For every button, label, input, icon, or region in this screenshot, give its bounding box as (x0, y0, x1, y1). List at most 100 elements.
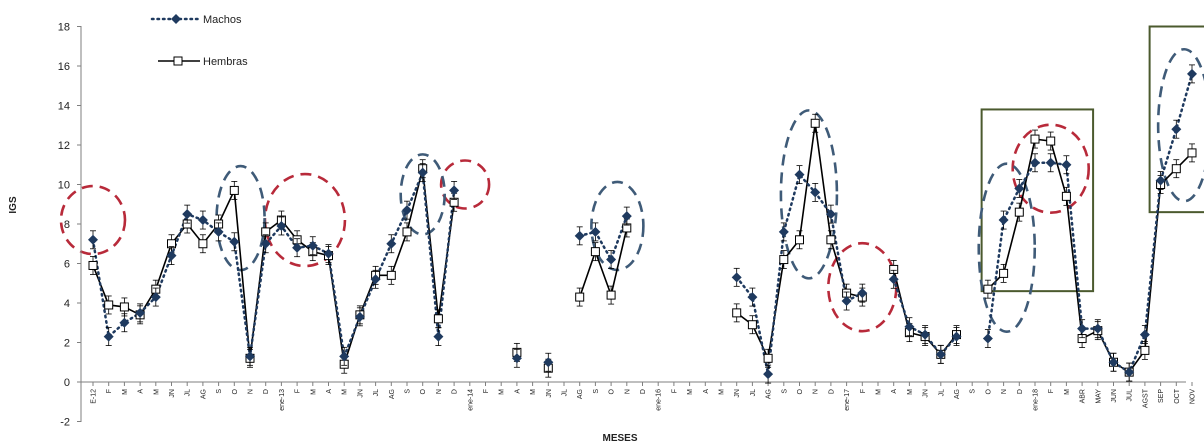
hembras-point (747, 320, 757, 330)
hembras-point (1014, 207, 1024, 217)
machos-point (449, 185, 460, 196)
hembras-point (119, 302, 129, 312)
x-tick-label: M (153, 389, 160, 395)
legend-hembras-label: Hembras (203, 56, 248, 68)
red-dashed-ellipse (59, 184, 127, 256)
machos-point (197, 215, 208, 226)
machos-point (1014, 183, 1025, 194)
legend-hembras-marker (173, 56, 183, 66)
machos-point (1124, 367, 1135, 378)
legend: Machos Hembras (150, 14, 248, 68)
machos-point (857, 288, 868, 299)
x-tick-label: S (405, 389, 412, 394)
hembras-point (606, 290, 616, 300)
machos-point (260, 238, 271, 249)
x-tick-label: F (1048, 389, 1055, 393)
x-tick-label: E-12 (91, 389, 98, 404)
x-tick-label: AG (577, 389, 584, 399)
machos-point (1187, 68, 1197, 79)
hembras-point (1046, 136, 1056, 146)
x-tick-label: N (624, 389, 631, 394)
hembras-point (575, 292, 585, 302)
machos-point (904, 321, 915, 332)
x-tick-label: JN (734, 389, 741, 398)
x-tick-label: M (876, 389, 883, 395)
red-dashed-ellipse (439, 159, 491, 210)
hembras-point (1061, 191, 1071, 201)
machos-point (213, 226, 224, 237)
machos-point (1077, 323, 1088, 334)
x-tick-label: D (828, 389, 835, 394)
y-tick-label: 12 (58, 140, 70, 152)
x-tick-label: SEP (1158, 389, 1165, 403)
red-dashed-ellipse (1011, 123, 1090, 214)
x-tick-label: JL (938, 389, 945, 397)
x-tick-label: A (326, 389, 333, 394)
x-tick-label: F (483, 389, 490, 393)
machos-point (982, 333, 993, 344)
machos-point (747, 292, 758, 303)
hembras-point (983, 284, 993, 294)
machos-point (543, 357, 554, 368)
x-tick-label: A (138, 389, 145, 394)
x-tick-label: AG (200, 389, 207, 399)
y-tick-label: 4 (64, 298, 70, 310)
machos-point (951, 331, 962, 342)
machos-point (229, 236, 240, 247)
x-tick-label: N (813, 389, 820, 394)
x-tick-label: JUN (1111, 389, 1118, 403)
x-tick-label: D (452, 389, 459, 394)
machos-point (354, 311, 365, 322)
machos-point (590, 226, 601, 237)
machos-point (1092, 323, 1103, 334)
machos-point (119, 317, 130, 328)
legend-machos-marker (171, 14, 181, 24)
machos-point (888, 274, 899, 285)
x-tick-label: M (530, 389, 537, 395)
x-tick-label: D (1017, 389, 1024, 394)
x-tick-label: M (719, 389, 726, 395)
legend-entry-machos: Machos (150, 14, 242, 26)
hembras-line (578, 227, 628, 298)
x-tick-label: D (263, 389, 270, 394)
machos-point (1030, 157, 1040, 168)
x-tick-label: ABR (1080, 389, 1087, 403)
x-tick-label: O (420, 388, 427, 394)
machos-point (182, 209, 193, 220)
machos-point (339, 351, 350, 362)
x-tick-label: ene-14 (467, 389, 474, 411)
y-tick-label: 6 (64, 259, 70, 271)
hembras-point (1187, 148, 1197, 158)
machos-point (370, 274, 381, 285)
hembras-point (88, 260, 98, 270)
x-tick-label: ene-13 (279, 389, 286, 411)
machos-point (1139, 329, 1150, 340)
x-tick-label: MAY (1095, 389, 1102, 404)
x-tick-label: D (640, 389, 647, 394)
legend-machos-label: Machos (203, 14, 242, 26)
blue-dashed-ellipse (399, 153, 447, 236)
machos-point (998, 215, 1009, 226)
x-tick-label: F (106, 389, 113, 393)
machos-point (731, 272, 742, 283)
x-tick-label: F (671, 389, 678, 393)
y-tick-label: 16 (58, 61, 70, 73)
machos-point (606, 254, 617, 265)
x-tick-label: A (703, 389, 710, 394)
series-layer (88, 64, 1197, 384)
machos-point (1171, 124, 1182, 135)
machos-line (578, 214, 629, 263)
hembras-point (779, 255, 789, 265)
blue-dashed-ellipse (1156, 47, 1204, 203)
x-tick-label: JL (562, 389, 569, 397)
machos-line (735, 172, 864, 375)
x-tick-label: A (514, 389, 521, 394)
y-tick-label: 0 (64, 377, 70, 389)
x-tick-label: S (216, 389, 223, 394)
x-tick-label: O (232, 388, 239, 394)
machos-point (103, 331, 114, 342)
machos-point (88, 234, 98, 245)
x-tick-label: OCT (1174, 388, 1181, 404)
x-tick-label: F (860, 389, 867, 393)
